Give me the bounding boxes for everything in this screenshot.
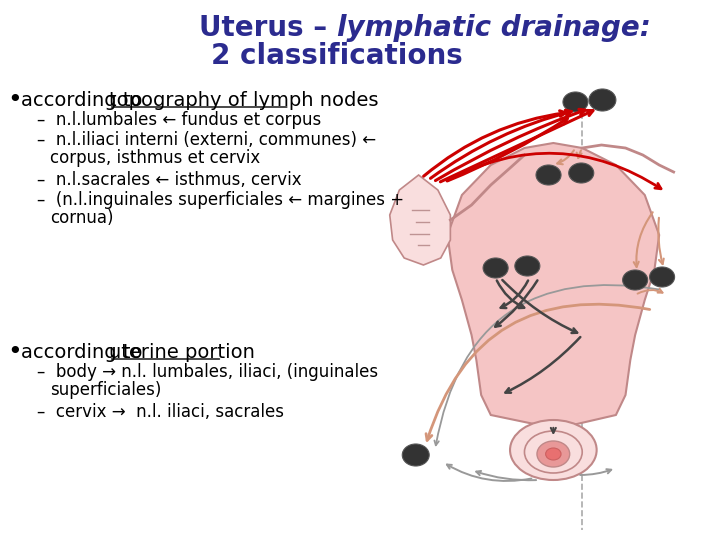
Text: corpus, isthmus et cervix: corpus, isthmus et cervix xyxy=(50,149,261,167)
Text: topography of lymph nodes: topography of lymph nodes xyxy=(109,91,378,110)
Ellipse shape xyxy=(537,441,570,467)
FancyArrowPatch shape xyxy=(551,428,556,433)
Ellipse shape xyxy=(649,267,675,287)
FancyArrowPatch shape xyxy=(495,280,537,327)
FancyArrowPatch shape xyxy=(476,471,536,480)
Text: –  n.l.iliaci interni (externi, communes) ←: – n.l.iliaci interni (externi, communes)… xyxy=(37,131,376,149)
Text: lymphatic drainage:: lymphatic drainage: xyxy=(337,14,651,42)
Text: •: • xyxy=(8,340,22,364)
Ellipse shape xyxy=(524,431,582,473)
Ellipse shape xyxy=(563,92,588,112)
Text: uterine portion: uterine portion xyxy=(109,342,255,361)
FancyArrowPatch shape xyxy=(634,212,653,267)
Text: –  cervix →  n.l. iliaci, sacrales: – cervix → n.l. iliaci, sacrales xyxy=(37,403,284,421)
Text: –  body → n.l. lumbales, iliaci, (inguinales: – body → n.l. lumbales, iliaci, (inguina… xyxy=(37,363,378,381)
Text: Uterus –: Uterus – xyxy=(199,14,337,42)
FancyArrowPatch shape xyxy=(447,118,567,181)
FancyArrowPatch shape xyxy=(497,280,524,308)
Ellipse shape xyxy=(546,448,561,460)
FancyArrowPatch shape xyxy=(505,337,580,393)
FancyArrowPatch shape xyxy=(441,111,593,182)
Text: –  n.l.sacrales ← isthmus, cervix: – n.l.sacrales ← isthmus, cervix xyxy=(37,171,301,189)
Ellipse shape xyxy=(589,89,616,111)
FancyArrowPatch shape xyxy=(658,218,664,264)
Text: –  (n.l.inguinales superficiales ← margines +: – (n.l.inguinales superficiales ← margin… xyxy=(37,191,404,209)
Text: 2 classifications: 2 classifications xyxy=(211,42,463,70)
FancyArrowPatch shape xyxy=(577,151,582,158)
FancyArrowPatch shape xyxy=(426,304,649,441)
FancyArrowPatch shape xyxy=(447,464,531,481)
FancyArrowPatch shape xyxy=(447,153,661,189)
FancyArrowPatch shape xyxy=(503,280,577,333)
Text: cornua): cornua) xyxy=(50,209,114,227)
Text: superficiales): superficiales) xyxy=(50,381,161,399)
Ellipse shape xyxy=(510,420,597,480)
Ellipse shape xyxy=(623,270,648,290)
PathPatch shape xyxy=(390,175,451,265)
FancyArrowPatch shape xyxy=(638,289,662,294)
Text: according to: according to xyxy=(21,342,149,361)
Ellipse shape xyxy=(536,165,561,185)
Text: –  n.l.lumbales ← fundus et corpus: – n.l.lumbales ← fundus et corpus xyxy=(37,111,321,129)
FancyArrowPatch shape xyxy=(500,280,528,308)
FancyArrowPatch shape xyxy=(436,109,585,180)
Text: according to: according to xyxy=(21,91,149,110)
Ellipse shape xyxy=(569,163,594,183)
Ellipse shape xyxy=(483,258,508,278)
FancyArrowPatch shape xyxy=(580,469,611,475)
FancyArrowPatch shape xyxy=(423,111,565,176)
FancyArrowPatch shape xyxy=(431,110,572,178)
Text: •: • xyxy=(8,88,22,112)
FancyArrowPatch shape xyxy=(557,150,574,164)
PathPatch shape xyxy=(448,143,660,425)
Ellipse shape xyxy=(402,444,429,466)
FancyArrowPatch shape xyxy=(434,285,660,446)
Ellipse shape xyxy=(515,256,540,276)
